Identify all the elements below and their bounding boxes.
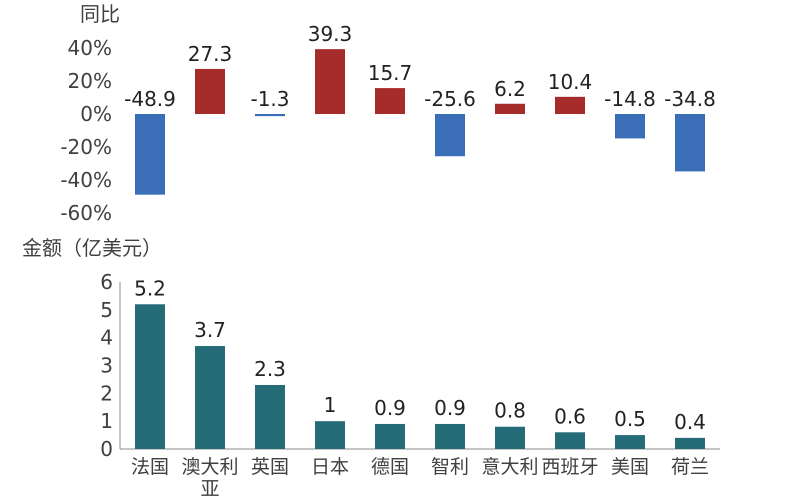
y-tick-label: 5 (100, 298, 113, 322)
x-tick-label: 澳大利亚 (181, 456, 238, 500)
bar (555, 96, 585, 114)
data-label: 15.7 (368, 61, 413, 85)
bar (675, 114, 705, 172)
bar (375, 423, 405, 449)
data-label: 6.2 (494, 77, 526, 101)
bar (315, 49, 345, 114)
yoy-chart: 同比 40% 20% 0% -20% -40% -60% -48.9 27.3 -1.3 39.3 1… (60, 2, 716, 225)
data-label: -14.8 (604, 87, 656, 111)
data-label: -48.9 (124, 87, 176, 111)
data-label: 0.9 (374, 396, 406, 420)
data-label: -1.3 (250, 87, 289, 111)
data-label: -34.8 (664, 87, 716, 111)
bar (435, 423, 465, 449)
bar (375, 88, 405, 114)
bar (255, 114, 285, 117)
data-label: 3.7 (194, 318, 226, 342)
y-tick-label: 6 (100, 270, 113, 294)
y-tick-label: 1 (100, 409, 113, 433)
y-tick-label: -60% (60, 201, 112, 225)
x-tick-label: 德国 (371, 456, 409, 478)
bar (195, 68, 225, 114)
y-tick-label: -20% (60, 135, 112, 159)
x-tick-label: 法国 (131, 456, 169, 478)
data-label: 0.4 (674, 410, 706, 434)
y-axis-title: 同比 (80, 2, 120, 26)
data-label: 2.3 (254, 357, 286, 381)
x-tick-label: 智利 (431, 456, 469, 478)
data-label: 0.9 (434, 396, 466, 420)
bar (135, 114, 165, 195)
y-tick-label: 20% (68, 69, 112, 93)
bar (675, 437, 705, 449)
bar (135, 304, 165, 449)
bar (435, 114, 465, 157)
data-label: 0.8 (494, 399, 526, 423)
data-label: 39.3 (308, 22, 353, 46)
bar (495, 426, 525, 449)
bar (315, 421, 345, 449)
x-tick-label: 美国 (611, 456, 649, 478)
y-tick-label: 4 (100, 326, 113, 350)
y-tick-label: 0 (100, 437, 113, 461)
y-tick-label: -40% (60, 168, 112, 192)
data-label: 5.2 (134, 276, 166, 300)
x-tick-label: 西班牙 (541, 456, 598, 478)
y-tick-label: 3 (100, 354, 113, 378)
data-label: 1 (324, 393, 337, 417)
bar (495, 103, 525, 114)
bar (195, 346, 225, 449)
data-label: 0.5 (614, 407, 646, 431)
x-tick-label: 意大利 (481, 456, 538, 478)
x-tick-label: 日本 (311, 456, 349, 478)
y-tick-label: 40% (68, 36, 112, 60)
data-label: 27.3 (188, 42, 233, 66)
bar (555, 432, 585, 449)
bar (255, 384, 285, 449)
bar (615, 435, 645, 449)
x-tick-label: 荷兰 (671, 456, 709, 478)
y-tick-label: 0% (80, 102, 112, 126)
y-axis-title: 金额（亿美元） (22, 236, 162, 260)
y-tick-label: 2 (100, 381, 113, 405)
data-label: 10.4 (548, 70, 593, 94)
amount-chart: 金额（亿美元） 0 1 2 3 4 5 6 5.2 3.7 2.3 1 0.9 0.9 0.8 0.6 0.5 0… (22, 236, 720, 500)
data-label: -25.6 (424, 87, 476, 111)
x-tick-label: 英国 (251, 456, 289, 478)
data-label: 0.6 (554, 404, 586, 428)
bar (615, 114, 645, 139)
